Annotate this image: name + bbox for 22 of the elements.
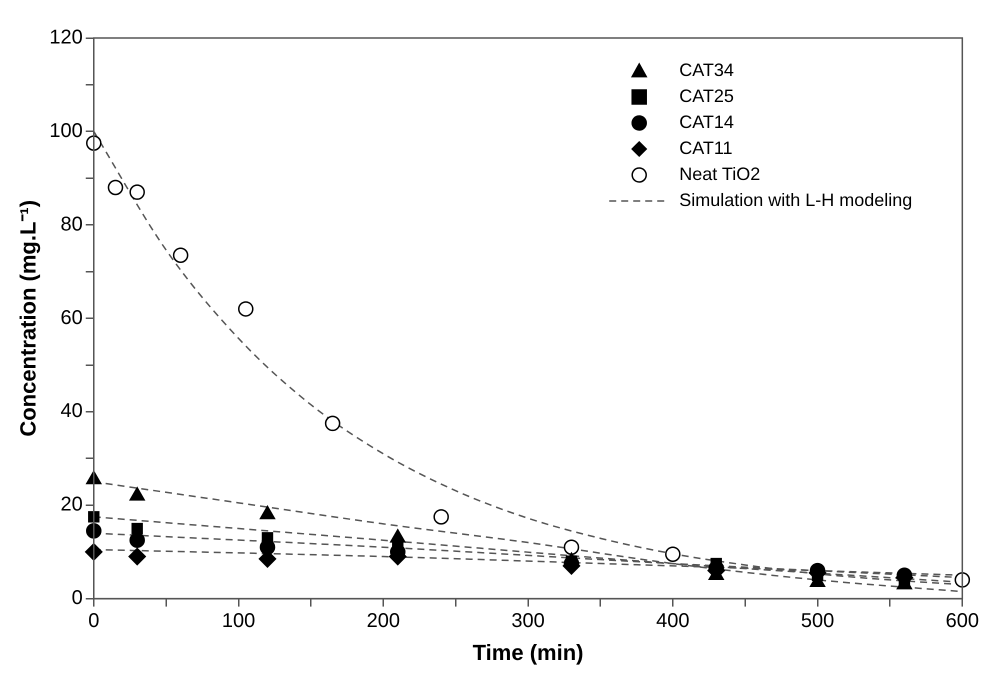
legend-label: CAT25 bbox=[679, 86, 734, 106]
legend-label: CAT11 bbox=[679, 138, 733, 158]
y-axis-title: Concentration (mg.L⁻¹) bbox=[15, 200, 40, 437]
y-tick-label: 0 bbox=[72, 587, 83, 610]
y-tick-label: 100 bbox=[49, 120, 83, 142]
legend-label: Simulation with L-H modeling bbox=[679, 190, 912, 210]
x-tick-label: 300 bbox=[511, 610, 545, 632]
y-tick-label: 20 bbox=[60, 494, 83, 516]
y-tick-label: 80 bbox=[60, 213, 83, 236]
legend-label: CAT34 bbox=[679, 60, 734, 80]
x-tick-label: 100 bbox=[222, 610, 256, 632]
legend-label: Neat TiO2 bbox=[679, 164, 760, 184]
x-tick-label: 0 bbox=[88, 610, 100, 632]
x-axis-title: Time (min) bbox=[472, 640, 584, 665]
y-tick-label: 60 bbox=[60, 306, 83, 329]
x-tick-label: 400 bbox=[656, 610, 690, 632]
x-tick-label: 500 bbox=[800, 610, 834, 632]
y-tick-label: 120 bbox=[49, 26, 83, 49]
legend-label: CAT14 bbox=[679, 112, 734, 132]
x-tick-label: 600 bbox=[946, 610, 980, 632]
x-tick-label: 200 bbox=[366, 610, 400, 632]
y-tick-label: 40 bbox=[60, 400, 83, 422]
